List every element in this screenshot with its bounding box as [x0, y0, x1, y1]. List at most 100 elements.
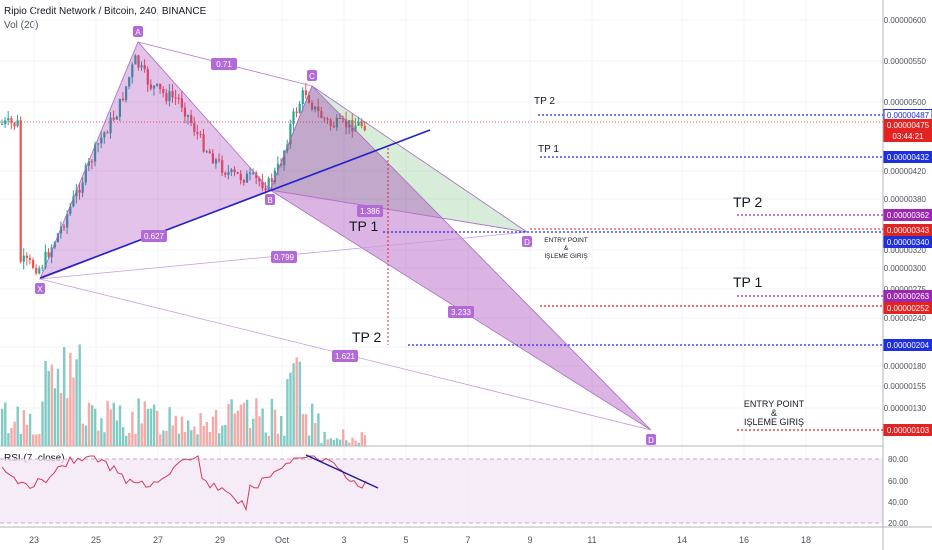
volume-bar: [298, 361, 301, 446]
candle-body: [298, 104, 301, 114]
volume-bar: [143, 401, 146, 446]
volume-bar: [69, 352, 72, 446]
candle-body: [143, 65, 146, 70]
ratio-label: 0.799: [274, 253, 295, 262]
volume-bar: [245, 399, 249, 446]
volume-bar: [125, 435, 128, 446]
entry-small-label: &: [564, 245, 569, 252]
volume-bar: [171, 425, 174, 446]
volume-label: Vol (20): [4, 20, 39, 31]
volume-bar: [81, 423, 84, 446]
volume-bar: [351, 437, 354, 446]
candle-body: [59, 226, 63, 234]
volume-bar: [112, 402, 115, 446]
candle-body: [159, 83, 162, 89]
candle-body: [22, 255, 25, 262]
price-tag-label: 0.00000362: [887, 211, 930, 220]
entry-big-label: IŞLEME GIRIŞ: [744, 417, 804, 427]
volume-bar: [53, 388, 57, 446]
pattern-xab: [39, 41, 271, 280]
price-tag-label: 0.00000475: [887, 121, 930, 130]
candle-body: [137, 55, 140, 68]
candle-body: [38, 268, 41, 274]
candle-body: [94, 144, 97, 162]
candle-body: [35, 267, 38, 274]
volume-bar: [307, 435, 311, 446]
x-tick-label: 7: [465, 535, 470, 545]
candle-body: [264, 188, 267, 191]
candle-body: [187, 115, 190, 117]
candle-body: [177, 97, 180, 99]
pattern-point-x: [35, 283, 45, 294]
candle-body: [242, 179, 245, 183]
price-tag-label: 0.00000204: [887, 341, 930, 350]
price-tag-label: 0.00000263: [887, 292, 930, 301]
volume-bar: [162, 430, 165, 446]
candle-body: [230, 169, 233, 173]
volume-bar: [128, 432, 131, 446]
candle-body: [50, 247, 53, 258]
ratio-label: 0.71: [216, 60, 232, 69]
candle-body: [16, 120, 19, 127]
volume-bar: [156, 410, 159, 446]
candle-body: [261, 181, 264, 189]
volume-bar: [218, 433, 221, 446]
volume-bar: [354, 440, 357, 446]
price-tag-label: 0.00000432: [887, 153, 930, 162]
candle-body: [218, 159, 221, 161]
volume-bar: [295, 357, 298, 446]
volume-bar: [338, 439, 342, 446]
volume-bar: [304, 414, 308, 446]
volume-bar: [152, 404, 156, 446]
pattern-point-label: C: [309, 72, 315, 81]
volume-bar: [106, 400, 109, 446]
volume-bar: [258, 416, 261, 446]
volume-bar: [276, 433, 280, 446]
pattern-point-label: D: [648, 436, 654, 445]
trendline: [39, 129, 431, 279]
volume-bar: [283, 435, 286, 446]
y-tick-label: 0.00000240: [884, 314, 927, 323]
ratio-badge: [211, 58, 237, 70]
volume-bar: [174, 415, 177, 446]
volume-bar: [208, 431, 212, 446]
volume-bar: [19, 433, 22, 446]
volume-bar: [329, 438, 332, 446]
volume-bar: [320, 443, 323, 446]
volume-bar: [239, 404, 243, 446]
ratio-label: 1.386: [360, 207, 381, 216]
volume-bar: [50, 364, 53, 446]
x-tick-label: 29: [215, 535, 225, 545]
volume-bar: [165, 430, 168, 446]
volume-bar: [35, 434, 38, 446]
pattern-point-c: [307, 70, 317, 81]
volume-bar: [1, 408, 4, 446]
entry-big-label: &: [771, 408, 777, 418]
candle-body: [44, 251, 47, 268]
candle-body: [208, 151, 211, 154]
volume-bar: [134, 433, 137, 446]
volume-bar: [97, 430, 100, 446]
candle-body: [202, 134, 205, 152]
candle-body: [236, 172, 239, 174]
y-tick-label: 0.00000600: [884, 16, 927, 25]
ratio-badge: [141, 230, 167, 242]
candle-body: [345, 119, 348, 128]
pattern-point-label: A: [135, 28, 141, 37]
candle-body: [317, 106, 320, 112]
candle-body: [193, 122, 196, 132]
volume-bar: [94, 408, 97, 446]
candle-body: [258, 178, 261, 182]
candle-body: [283, 150, 286, 166]
candle-body: [32, 259, 35, 268]
volume-bar: [214, 409, 218, 446]
tp2-small-label: TP 2: [534, 96, 555, 107]
candle-body: [84, 165, 87, 183]
candle-body: [342, 118, 345, 120]
volume-bar: [41, 401, 44, 446]
volume-bar: [75, 359, 78, 446]
volume-bar: [25, 424, 29, 446]
x-tick-label: 18: [801, 535, 811, 545]
candle-body: [69, 206, 72, 214]
